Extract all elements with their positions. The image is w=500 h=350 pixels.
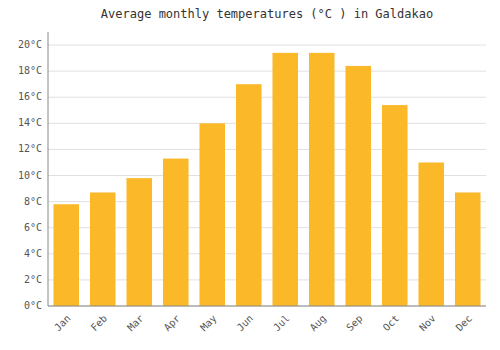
x-tick-label: Jul	[271, 313, 292, 334]
y-tick-label: 4°C	[24, 248, 42, 259]
y-tick-label: 16°C	[18, 91, 42, 102]
bar	[126, 178, 152, 306]
grid-line	[48, 97, 486, 98]
x-tick-label: Aug	[308, 313, 329, 334]
grid	[48, 45, 486, 306]
bar	[345, 66, 371, 306]
grid-line	[48, 149, 486, 150]
bars	[53, 53, 480, 306]
bar	[418, 162, 444, 306]
x-tick-label: Sep	[344, 313, 365, 334]
bar	[455, 192, 481, 306]
x-tick-labels: Jan Feb Mar Apr May Jun Jul Aug Sep Oct Nov Dec	[52, 313, 474, 334]
y-tick-label: 14°C	[18, 117, 42, 128]
chart-svg: 0°C 2°C 4°C 6°C 8°C 10°C 12°C 14°C 16°C 18°C 20°C J…	[0, 0, 500, 350]
y-axis-line	[48, 32, 49, 306]
y-tick-label: 6°C	[24, 222, 42, 233]
y-tick-label: 10°C	[18, 170, 42, 181]
grid-line	[48, 123, 486, 124]
bar	[199, 123, 225, 306]
bar	[90, 192, 116, 306]
x-tick-label: Dec	[454, 313, 475, 334]
grid-line	[48, 306, 486, 307]
chart-container: 0°C 2°C 4°C 6°C 8°C 10°C 12°C 14°C 16°C 18°C 20°C J…	[0, 0, 500, 350]
bar	[272, 53, 298, 306]
bar	[53, 204, 79, 306]
x-tick-label: Feb	[89, 313, 110, 334]
y-tick-labels: 0°C 2°C 4°C 6°C 8°C 10°C 12°C 14°C 16°C 18°C 20°C	[18, 39, 42, 311]
y-tick-label: 0°C	[24, 300, 42, 311]
bar	[382, 105, 408, 306]
x-tick-label: Apr	[162, 313, 183, 334]
x-tick-label: Jan	[52, 313, 73, 334]
x-tick-label: Nov	[417, 313, 438, 334]
y-tick-label: 20°C	[18, 39, 42, 50]
x-tick-label: Jun	[235, 313, 256, 334]
y-tick-label: 12°C	[18, 143, 42, 154]
y-tick-label: 2°C	[24, 274, 42, 285]
x-tick-label: May	[198, 313, 219, 334]
x-axis-line	[48, 306, 486, 307]
bar	[309, 53, 335, 306]
x-tick-label: Oct	[381, 313, 402, 334]
bar	[236, 84, 262, 306]
y-tick-label: 8°C	[24, 196, 42, 207]
y-tick-label: 18°C	[18, 65, 42, 76]
grid-line	[48, 71, 486, 72]
bar	[163, 159, 189, 306]
chart-title: Average monthly temperatures (°C ) in Ga…	[101, 7, 433, 21]
x-tick-label: Mar	[125, 313, 146, 334]
grid-line	[48, 45, 486, 46]
